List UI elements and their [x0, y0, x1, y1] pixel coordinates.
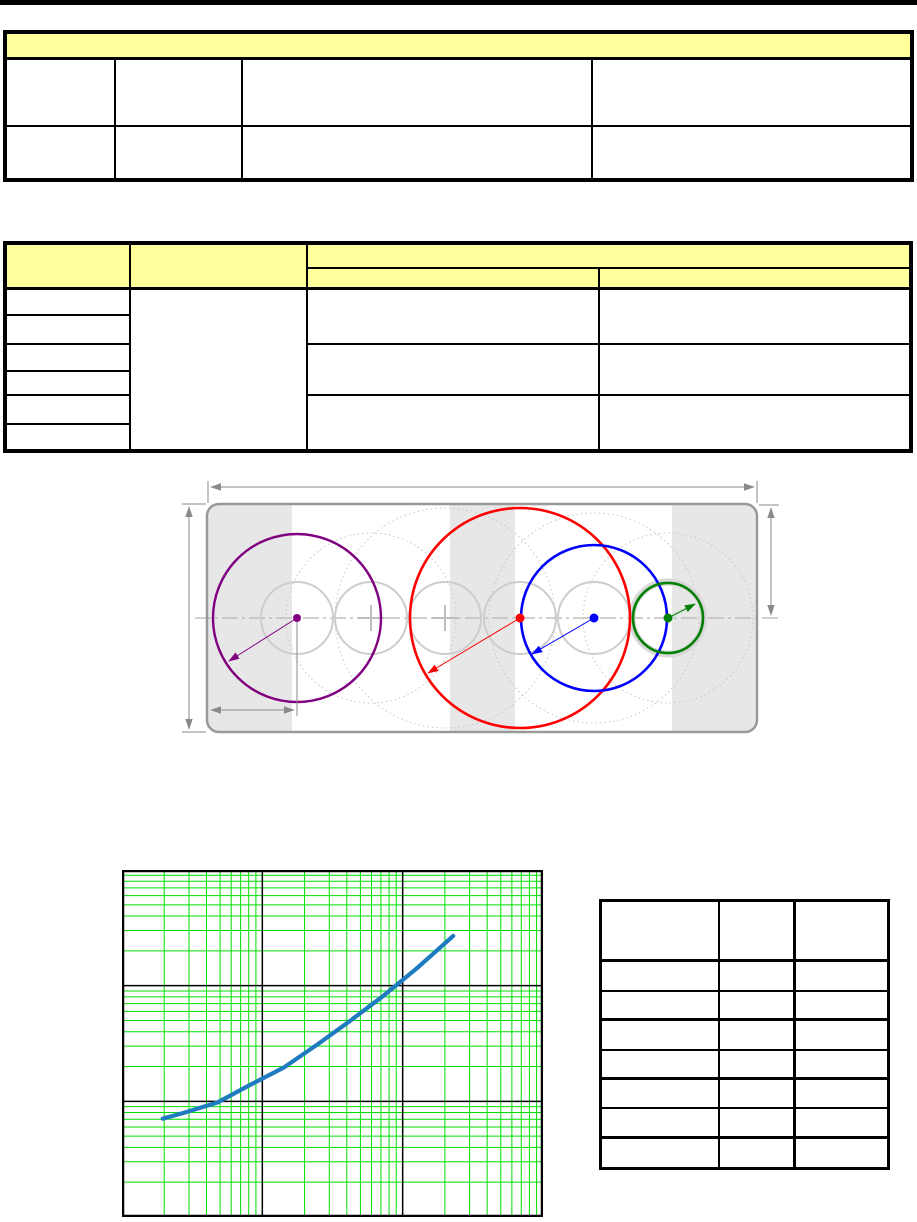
- table-cell: [4, 343, 131, 372]
- table-cell: [114, 125, 243, 181]
- table-cell: [598, 343, 912, 396]
- table-cell: [4, 370, 131, 396]
- ghost-circle: [488, 512, 700, 724]
- mid-table-subheader-c: [306, 267, 600, 290]
- station-circle-2: [334, 581, 408, 655]
- table-cell: [114, 57, 243, 127]
- table-cell: [717, 1136, 796, 1170]
- table-cell: [793, 1106, 890, 1139]
- table-cell: [4, 314, 131, 345]
- top-table-header: [4, 31, 913, 60]
- table-cell: [4, 57, 116, 127]
- table-cell: [599, 959, 720, 991]
- table-cell: [599, 1018, 720, 1050]
- table-cell: [241, 57, 593, 127]
- green-cam-circle: [631, 581, 705, 655]
- mid-table-header-group: [306, 242, 912, 269]
- table-cell: [241, 125, 593, 181]
- mid-table-header-a: [4, 242, 131, 290]
- table-cell: [598, 394, 912, 452]
- station-cross-marks: [358, 605, 458, 631]
- table-cell: [793, 899, 890, 962]
- table-cell: [4, 394, 131, 425]
- green-radius-arrow: [667, 603, 696, 619]
- table-cell: [599, 899, 720, 962]
- mechanism-frame: [205, 502, 759, 734]
- table-cell: [591, 125, 913, 181]
- station-circle-4: [483, 581, 557, 655]
- page-top-rule: [0, 0, 917, 5]
- mid-table-subheader-d: [598, 267, 912, 290]
- dimensions: [182, 481, 779, 733]
- table-cell: [4, 423, 131, 452]
- table-cell: [306, 343, 600, 396]
- table-cell: [717, 1077, 796, 1108]
- side-result-table: [599, 899, 890, 1170]
- top-spec-table: [3, 30, 914, 182]
- mid-table-header-b: [129, 242, 308, 290]
- design-curve: [160, 933, 456, 1121]
- table-cell: [793, 1136, 890, 1170]
- table-cell: [598, 287, 912, 345]
- table-cell: [599, 1136, 720, 1170]
- table-cell: [793, 989, 890, 1021]
- table-cell: [4, 125, 116, 181]
- table-cell: [793, 959, 890, 991]
- table-cell: [793, 1018, 890, 1050]
- purple-radius-arrow: [228, 617, 298, 662]
- table-cell: [599, 989, 720, 1021]
- chart-border: [122, 870, 543, 1217]
- table-cell: [591, 57, 913, 127]
- table-cell-merged: [129, 287, 308, 452]
- table-cell: [599, 1077, 720, 1108]
- table-cell: [717, 1018, 796, 1050]
- table-cell: [599, 1106, 720, 1139]
- red-radius-arrow: [427, 617, 521, 674]
- table-cell: [717, 899, 796, 962]
- table-cell: [793, 1048, 890, 1080]
- table-cell: [717, 1048, 796, 1080]
- table-cell: [793, 1077, 890, 1108]
- cam-mechanism-diagram: [182, 481, 780, 734]
- ghost-circle: [582, 532, 754, 704]
- blue-radius-arrow: [531, 617, 595, 655]
- table-cell: [306, 394, 600, 452]
- table-cell: [717, 959, 796, 991]
- log-log-design-chart: [122, 870, 543, 1217]
- table-cell: [599, 1048, 720, 1080]
- red-cam-circle: [408, 506, 632, 730]
- table-cell: [717, 989, 796, 1021]
- table-cell: [717, 1106, 796, 1139]
- table-cell: [306, 287, 600, 345]
- table-cell: [4, 287, 131, 316]
- mid-parameter-table: [3, 241, 913, 453]
